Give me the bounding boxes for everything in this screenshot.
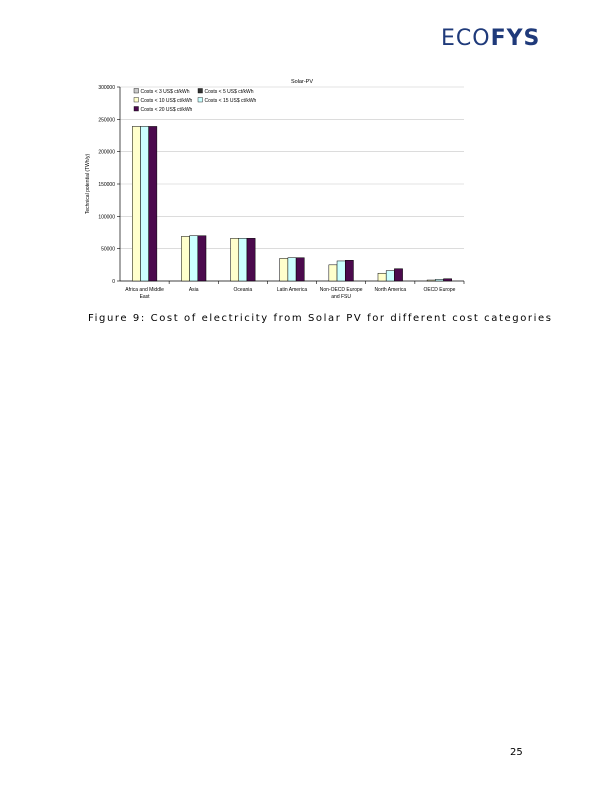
y-tick-label: 150000 <box>98 182 115 188</box>
legend-entry: Costs < 5 US$ ct/kWh <box>205 89 254 95</box>
x-tick-label: Asia <box>189 287 199 293</box>
bar <box>385 270 395 282</box>
legend-swatch <box>197 88 203 94</box>
x-tick-label: East <box>140 294 151 300</box>
legend-swatch <box>133 97 139 103</box>
y-tick-label: 250000 <box>98 117 115 123</box>
ecofys-logo: ECOFYS <box>441 28 561 54</box>
y-tick-label: 50000 <box>101 247 115 253</box>
bar <box>279 258 289 282</box>
bar <box>148 126 158 282</box>
y-tick-label: 300000 <box>98 85 115 91</box>
x-tick-label: Latin America <box>277 287 308 293</box>
solar-pv-chart: Solar-PV 0 50000 100000 150000 200000 250000 30… <box>85 79 465 300</box>
bar <box>189 235 199 282</box>
legend-entry: Costs < 3 US$ ct/kWh <box>141 89 190 95</box>
bar <box>377 272 387 282</box>
chart-title: Solar-PV <box>291 79 313 85</box>
bar <box>336 260 346 282</box>
bar <box>230 238 240 282</box>
legend-swatch <box>133 88 139 94</box>
bar <box>394 268 403 282</box>
bar <box>197 235 207 282</box>
bar <box>344 260 354 282</box>
legend-entry: Costs < 20 US$ ct/kWh <box>141 107 193 113</box>
bar <box>140 126 149 282</box>
figure-caption: Figure 9: Cost of electricity from Solar… <box>88 313 553 324</box>
y-tick-label: 0 <box>112 279 115 285</box>
legend-entry: Costs < 10 US$ ct/kWh <box>141 98 193 104</box>
x-tick-label: and FSU <box>331 294 351 300</box>
bar <box>287 257 297 282</box>
x-tick-label: Oceania <box>234 287 253 293</box>
y-axis-label: Technical potential (TWh/y) <box>85 154 91 215</box>
legend-swatch <box>133 106 139 112</box>
bar <box>295 257 305 282</box>
y-tick-label: 100000 <box>98 214 115 220</box>
bar <box>435 279 444 282</box>
x-tick-label: North America <box>374 287 406 293</box>
x-tick-label: Non-OECD Europe <box>320 287 363 293</box>
logo-eco-text: ECO <box>441 26 491 51</box>
logo-fys-text: FYS <box>490 26 541 51</box>
bar <box>132 126 141 282</box>
bar <box>328 264 338 282</box>
bar <box>181 236 190 282</box>
x-tick-label: Africa and Middle <box>125 287 164 293</box>
x-tick-label: OECD Europe <box>423 287 455 293</box>
bar <box>238 238 248 282</box>
bar <box>246 238 256 282</box>
legend-swatch <box>197 97 203 103</box>
y-tick-label: 200000 <box>98 150 115 156</box>
bar <box>426 279 436 282</box>
page-number: 25 <box>510 747 523 758</box>
legend-entry: Costs < 15 US$ ct/kWh <box>205 98 257 104</box>
bar <box>443 278 452 282</box>
